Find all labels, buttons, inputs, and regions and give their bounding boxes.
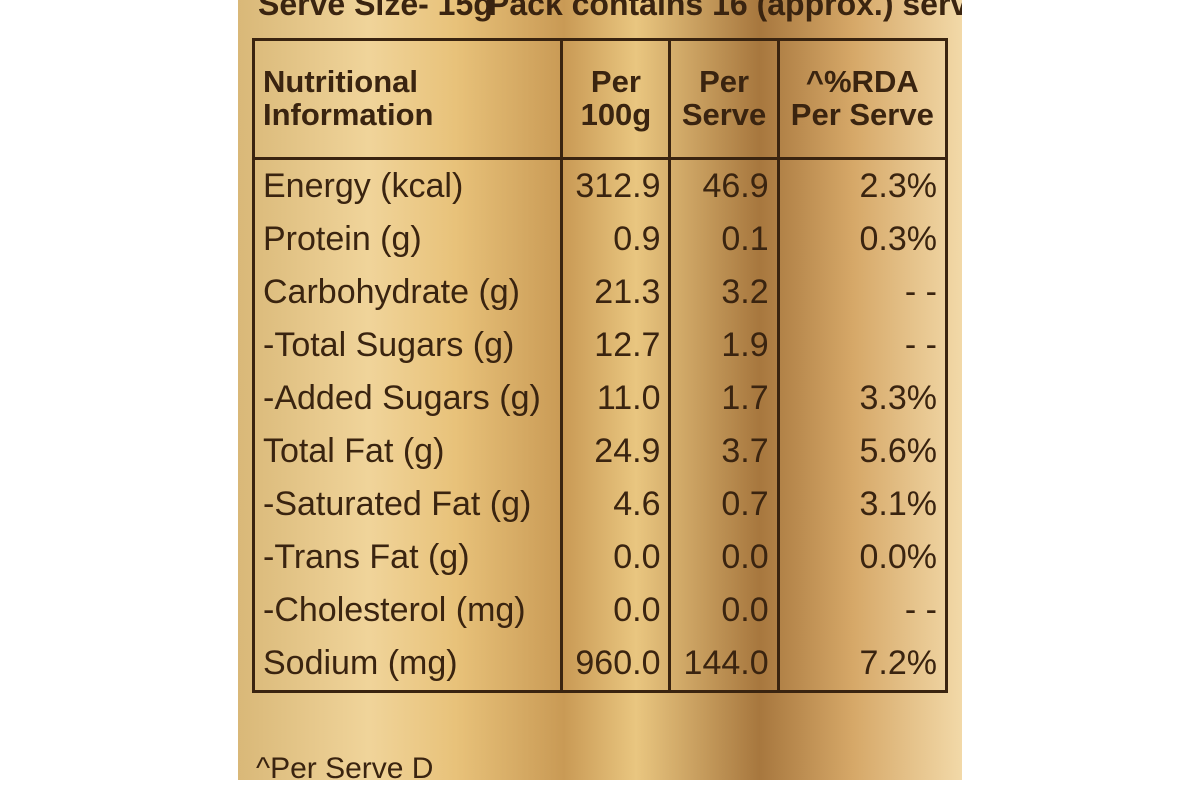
nutrient-value: - - bbox=[776, 584, 947, 637]
nutrient-name: -Saturated Fat (g) bbox=[251, 478, 562, 531]
nutrient-value: 3.7 bbox=[668, 425, 779, 478]
nutrient-value: - - bbox=[776, 266, 947, 319]
nutrient-name: Energy (kcal) bbox=[251, 158, 562, 213]
nutrient-value: 5.6% bbox=[776, 425, 947, 478]
nutrient-value: 960.0 bbox=[560, 637, 670, 692]
header-cell: Per Serve bbox=[668, 39, 779, 160]
nutrient-value: 0.0 bbox=[560, 584, 670, 637]
nutrient-value: 0.0 bbox=[668, 531, 779, 584]
nutrient-value: 0.0% bbox=[776, 531, 947, 584]
nutrient-value: 1.7 bbox=[668, 372, 779, 425]
nutrient-value: 2.3% bbox=[776, 158, 947, 213]
nutrient-row: Carbohydrate (g) 21.3 3.2- - bbox=[251, 266, 947, 319]
nutrient-row: Total Fat (g) 24.9 3.7 5.6% bbox=[251, 425, 947, 478]
nutrient-value: 0.0 bbox=[560, 531, 670, 584]
nutrient-value: 12.7 bbox=[560, 319, 670, 372]
nutrient-name: Total Fat (g) bbox=[251, 425, 562, 478]
header-cell: ^%RDA Per Serve bbox=[776, 39, 947, 160]
header-cell: Per 100g bbox=[560, 39, 670, 160]
nutrition-table: Nutritional Information Per 100g Per Serve… bbox=[251, 38, 948, 693]
nutrient-row: -Total Sugars (g) 12.7 1.9- - bbox=[251, 319, 947, 372]
nutrient-value: 144.0 bbox=[668, 637, 779, 692]
nutrient-name: -Added Sugars (g) bbox=[251, 372, 562, 425]
nutrient-value: 4.6 bbox=[560, 478, 670, 531]
nutrient-value: 0.1 bbox=[668, 213, 779, 266]
table-body: Energy (kcal) 312.9 46.9 2.3% Protein (g) 0.9… bbox=[251, 158, 947, 692]
footnote: ^Per Serve D bbox=[256, 752, 434, 780]
nutrient-value: 3.3% bbox=[776, 372, 947, 425]
header-row: Nutritional Information Per 100g Per Serve… bbox=[251, 39, 947, 160]
nutrient-value: 46.9 bbox=[668, 158, 779, 213]
nutrient-row: Energy (kcal) 312.9 46.9 2.3% bbox=[251, 158, 947, 213]
nutrient-value: 3.1% bbox=[776, 478, 947, 531]
nutrient-name: Protein (g) bbox=[251, 213, 562, 266]
nutrient-name: -Cholesterol (mg) bbox=[251, 584, 562, 637]
nutrient-row: -Saturated Fat (g) 4.6 0.7 3.1% bbox=[251, 478, 947, 531]
nutrient-value: 7.2% bbox=[776, 637, 947, 692]
nutrient-name: Carbohydrate (g) bbox=[251, 266, 562, 319]
nutrient-name: -Trans Fat (g) bbox=[251, 531, 562, 584]
nutrient-value: 0.0 bbox=[668, 584, 779, 637]
nutrient-value: 3.2 bbox=[668, 266, 779, 319]
nutrient-row: Protein (g) 0.9 0.1 0.3% bbox=[251, 213, 947, 266]
nutrient-row: Sodium (mg) 960.0 144.0 7.2% bbox=[251, 637, 947, 692]
nutrition-label: Serve Size- 15g Pack contains 16 (approx… bbox=[238, 0, 962, 780]
nutrient-value: 0.9 bbox=[560, 213, 670, 266]
nutrient-row: -Trans Fat (g) 0.0 0.0 0.0% bbox=[251, 531, 947, 584]
nutrient-value: 21.3 bbox=[560, 266, 670, 319]
serve-size: Serve Size- 15g bbox=[258, 0, 493, 22]
nutrient-value: 1.9 bbox=[668, 319, 779, 372]
pack-serves: Pack contains 16 (approx.) serves bbox=[488, 0, 962, 22]
header-cell: Nutritional Information bbox=[251, 39, 562, 160]
nutrient-row: -Added Sugars (g) 11.0 1.7 3.3% bbox=[251, 372, 947, 425]
nutrient-name: Sodium (mg) bbox=[251, 637, 562, 692]
nutrient-name: -Total Sugars (g) bbox=[251, 319, 562, 372]
nutrient-value: 0.3% bbox=[776, 213, 947, 266]
nutrient-row: -Cholesterol (mg) 0.0 0.0- - bbox=[251, 584, 947, 637]
nutrient-value: 312.9 bbox=[560, 158, 670, 213]
nutrient-value: 24.9 bbox=[560, 425, 670, 478]
nutrient-value: - - bbox=[776, 319, 947, 372]
nutrient-value: 11.0 bbox=[560, 372, 670, 425]
nutrient-value: 0.7 bbox=[668, 478, 779, 531]
